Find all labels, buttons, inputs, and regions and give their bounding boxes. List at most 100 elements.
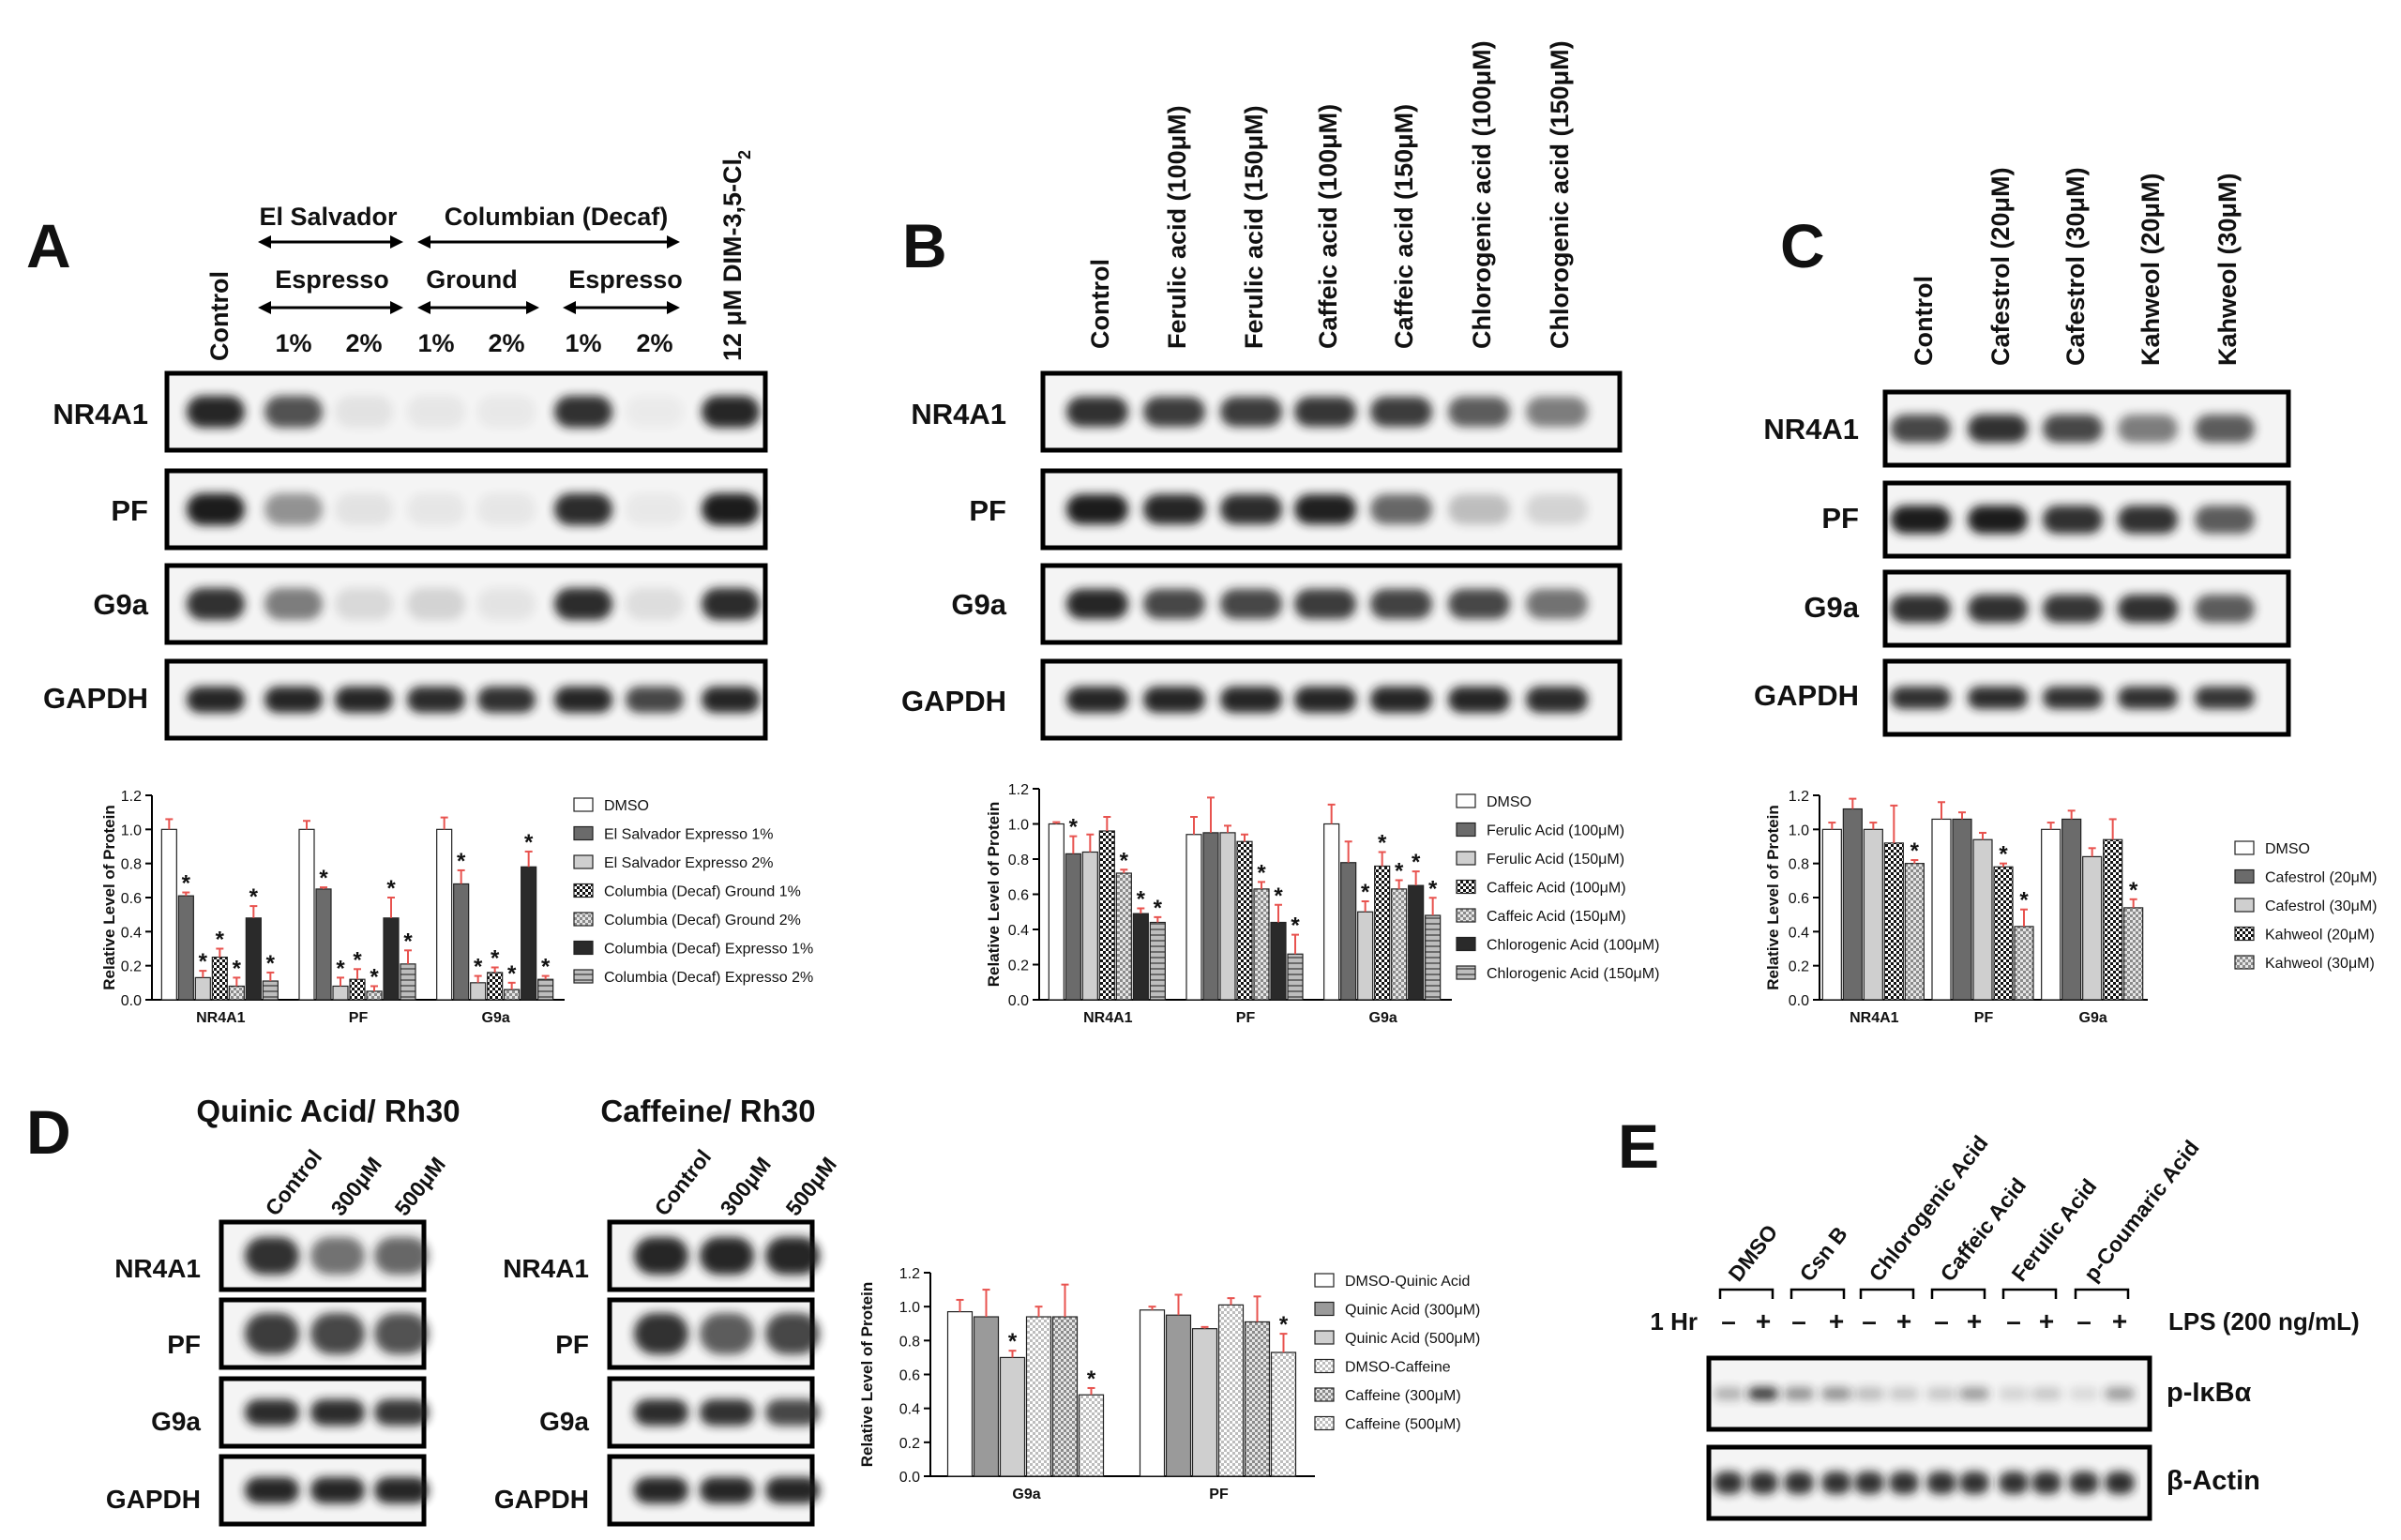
subgroup-arrow bbox=[417, 301, 539, 314]
blot-c-PF bbox=[1882, 480, 2291, 559]
bar bbox=[228, 985, 245, 1001]
significance-star: * bbox=[457, 849, 466, 874]
lane-label: Chlorogenic Acid bbox=[1864, 1131, 1992, 1286]
legend-entry: Columbia (Decaf) Ground 2% bbox=[604, 913, 801, 929]
legend-swatch bbox=[1456, 936, 1476, 952]
y-tick-label: 0.0 bbox=[121, 993, 142, 1009]
significance-star: * bbox=[1008, 1329, 1018, 1354]
lane-label: 2% bbox=[488, 329, 524, 357]
significance-star: * bbox=[1069, 815, 1079, 840]
blot-band bbox=[1968, 506, 2028, 534]
blot-band bbox=[1526, 494, 1588, 524]
bar bbox=[1098, 830, 1115, 1001]
blot-band bbox=[1821, 1472, 1851, 1494]
significance-star: * bbox=[507, 961, 517, 987]
lane-label: 1% bbox=[275, 329, 311, 357]
blot-band bbox=[1220, 397, 1282, 427]
bar bbox=[2014, 926, 2034, 1001]
blot-band bbox=[700, 1313, 754, 1354]
sign-label: – bbox=[1791, 1306, 1806, 1336]
bar bbox=[1165, 1314, 1192, 1477]
blot-d-0-G9a bbox=[219, 1376, 429, 1449]
row-label: PF bbox=[969, 494, 1006, 527]
y-tick-label: 1.0 bbox=[1789, 823, 1809, 838]
bar bbox=[1132, 913, 1149, 1001]
legend-entry: Columbia (Decaf) Expresso 1% bbox=[604, 942, 813, 958]
bar bbox=[1993, 866, 2014, 1001]
blot-band bbox=[2043, 687, 2103, 709]
bar bbox=[521, 866, 537, 1001]
blot-band bbox=[1066, 589, 1128, 619]
group-arrow bbox=[258, 235, 403, 249]
legend-swatch bbox=[573, 940, 594, 956]
legend-entry: Caffeine (500μM) bbox=[1345, 1417, 1461, 1433]
blot-band bbox=[1854, 1472, 1884, 1494]
lane-label: Control bbox=[649, 1145, 716, 1220]
lane-label: 500μM bbox=[389, 1153, 450, 1220]
lane-label: 300μM bbox=[715, 1153, 776, 1220]
x-tick-label: G9a bbox=[1369, 1010, 1397, 1026]
blot-band bbox=[335, 493, 393, 525]
sign-label: + bbox=[1756, 1306, 1771, 1336]
blot-band bbox=[1714, 1472, 1744, 1494]
legend-entry: DMSO-Caffeine bbox=[1345, 1360, 1451, 1376]
blot-band bbox=[1143, 687, 1205, 713]
significance-star: * bbox=[1154, 896, 1163, 921]
blot-band bbox=[626, 493, 684, 525]
bar bbox=[1883, 842, 1904, 1001]
legend-entry: Columbia (Decaf) Expresso 2% bbox=[604, 970, 813, 986]
blot-band bbox=[1784, 1387, 1814, 1400]
bar bbox=[1081, 851, 1098, 1001]
bar bbox=[245, 917, 262, 1001]
bar bbox=[1217, 1304, 1245, 1477]
blot-band bbox=[1714, 1387, 1744, 1400]
blot-band bbox=[407, 687, 465, 713]
bar bbox=[1287, 953, 1304, 1001]
blot-band bbox=[2118, 595, 2178, 623]
lane-label: Ferulic acid (100μM) bbox=[1163, 105, 1191, 349]
legend-swatch bbox=[573, 854, 594, 869]
blot-band bbox=[407, 588, 465, 620]
bar bbox=[1972, 838, 1993, 1001]
lane-label: Chlorogenic acid (150μM) bbox=[1546, 40, 1574, 349]
significance-star: * bbox=[2019, 888, 2029, 913]
y-tick-label: 1.0 bbox=[121, 823, 142, 838]
lane-label: 300μM bbox=[325, 1153, 386, 1220]
bar bbox=[2123, 907, 2144, 1001]
legend-entry: Ferulic Acid (100μM) bbox=[1487, 823, 1624, 839]
y-axis-label: Relative Level of Protein bbox=[100, 805, 118, 989]
legend-swatch bbox=[1456, 879, 1476, 895]
blot-band bbox=[1526, 687, 1588, 713]
blot-band bbox=[1143, 397, 1205, 427]
blot-band bbox=[1526, 589, 1588, 619]
legend-entry: DMSO bbox=[1487, 794, 1532, 810]
bar bbox=[1025, 1316, 1052, 1477]
bar bbox=[999, 1356, 1026, 1477]
legend-entry: El Salvador Expresso 2% bbox=[604, 855, 774, 871]
significance-star: * bbox=[1361, 880, 1370, 905]
lane-label: Ferulic acid (150μM) bbox=[1240, 105, 1268, 349]
y-tick-label: 1.0 bbox=[1008, 818, 1029, 834]
subscript-label: 2 bbox=[735, 150, 754, 159]
bar bbox=[487, 972, 504, 1001]
lane-label: Control bbox=[205, 271, 234, 361]
blot-band bbox=[700, 1399, 754, 1426]
blot-band bbox=[765, 1313, 820, 1354]
bar bbox=[1236, 840, 1253, 1001]
subgroup-arrow bbox=[258, 301, 403, 314]
blot-d-0-GAPDH bbox=[219, 1454, 429, 1527]
blot-band bbox=[1968, 415, 2028, 443]
bar bbox=[262, 980, 279, 1001]
legend-entry: Quinic Acid (500μM) bbox=[1345, 1331, 1480, 1347]
lane-bracket bbox=[2001, 1288, 2058, 1299]
y-axis-label: Relative Level of Protein bbox=[858, 1282, 876, 1467]
y-tick-label: 0.4 bbox=[1789, 925, 1809, 941]
blot-band bbox=[626, 396, 684, 428]
blot-band bbox=[634, 1477, 688, 1503]
blot-band bbox=[2043, 415, 2103, 443]
significance-star: * bbox=[1137, 887, 1146, 913]
bar bbox=[1139, 1309, 1166, 1477]
bar bbox=[1219, 832, 1236, 1001]
panel-letter-e: E bbox=[1618, 1111, 1659, 1181]
y-tick-label: 0.0 bbox=[1789, 993, 1809, 1009]
